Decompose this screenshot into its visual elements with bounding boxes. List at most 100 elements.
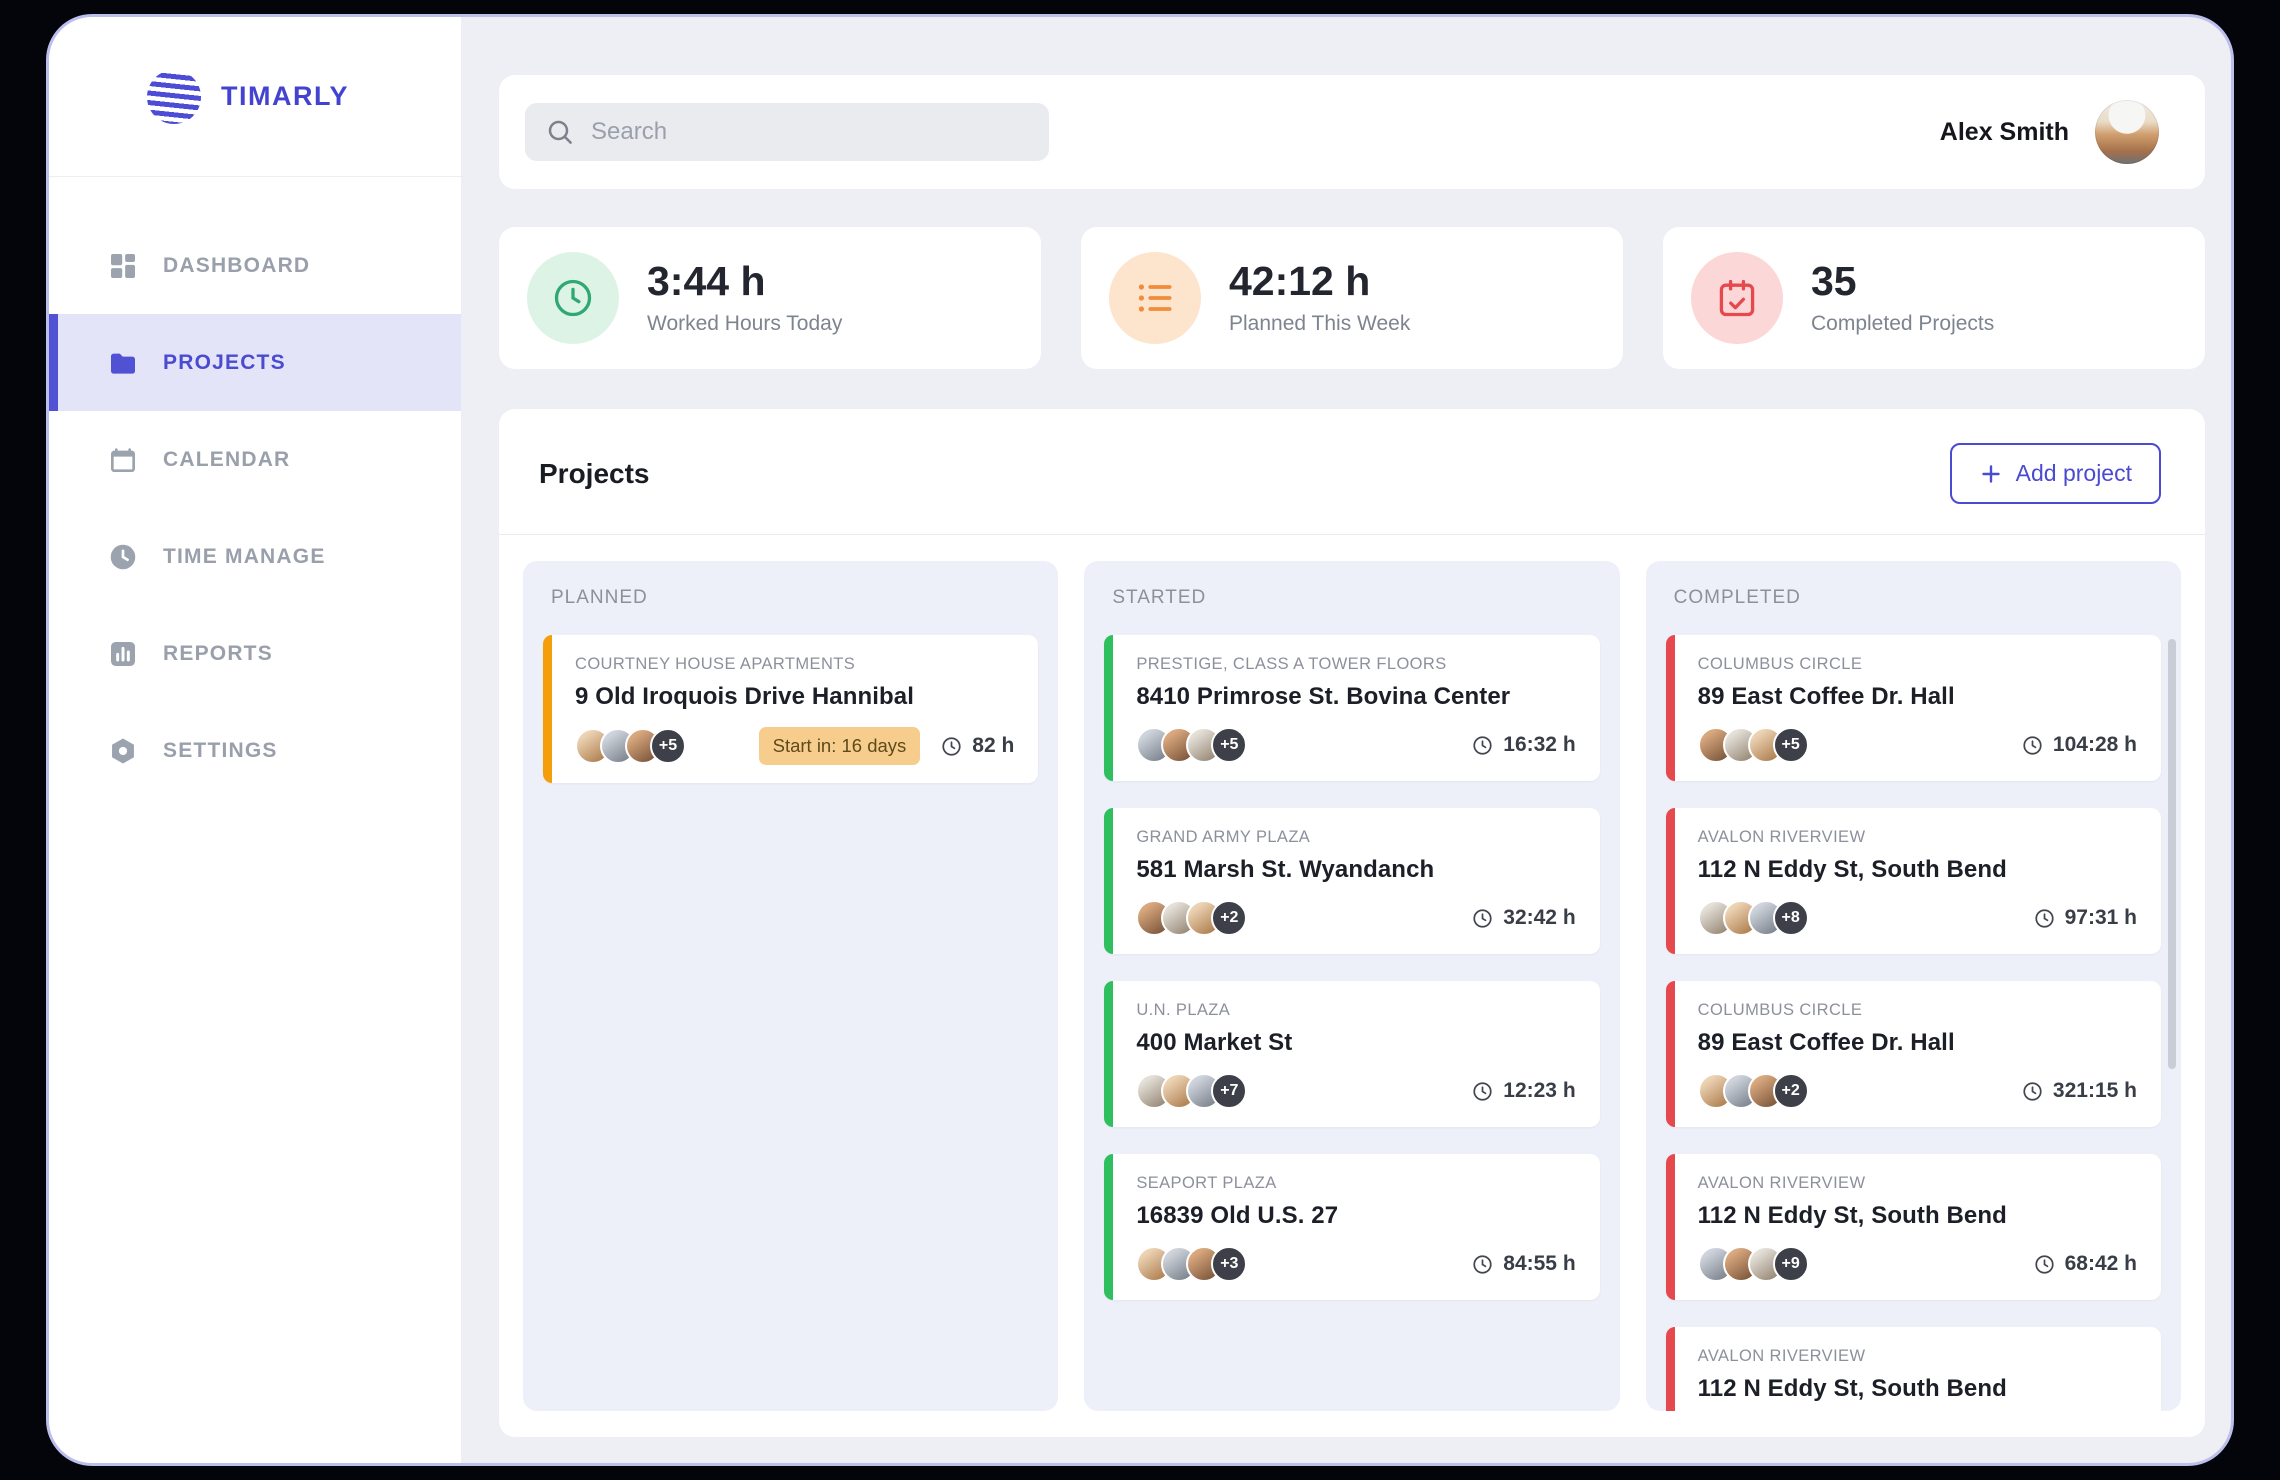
sidebar-item-dashboard[interactable]: DASHBOARD bbox=[49, 217, 461, 314]
user-avatar bbox=[2095, 100, 2159, 164]
stat-text: 42:12 h Planned This Week bbox=[1229, 260, 1410, 335]
project-name: COLUMBUS CIRCLE bbox=[1697, 1001, 1863, 1019]
settings-icon bbox=[107, 735, 139, 767]
hours-logged: 84:55 h bbox=[1471, 1252, 1576, 1276]
search-icon bbox=[548, 120, 572, 144]
project-card[interactable]: SEAPORT PLAZA 16839 Old U.S. 27 +3 84:55 h bbox=[1104, 1154, 1600, 1300]
user-menu[interactable]: Alex Smith bbox=[1940, 100, 2159, 164]
logo-text: TIMARLY bbox=[221, 81, 350, 111]
sidebar-item-settings[interactable]: SETTINGS bbox=[49, 702, 461, 799]
kanban-column-started: STARTED PRESTIGE, CLASS A TOWER FLOORS 841… bbox=[1084, 561, 1620, 1411]
add-project-button[interactable]: Add project bbox=[1949, 443, 2161, 504]
sidebar-item-label: DASHBOARD bbox=[163, 253, 311, 277]
avatar-stack: +8 bbox=[1697, 900, 1809, 936]
main-content: Alex Smith 3:44 h Worked Hours Today bbox=[461, 17, 2231, 1463]
hours-text: 104:28 h bbox=[2052, 733, 2137, 756]
user-name: Alex Smith bbox=[1939, 117, 2069, 146]
add-project-label: Add project bbox=[2015, 460, 2132, 486]
avatar-overflow-count: +5 bbox=[1211, 727, 1248, 763]
avatar-stack: +7 bbox=[1136, 1073, 1248, 1109]
project-card-footer: +8 97:31 h bbox=[1697, 900, 2137, 936]
avatar-stack: +3 bbox=[1136, 1246, 1248, 1282]
scrollbar-thumb[interactable] bbox=[2167, 639, 2176, 1069]
project-card-footer: +5 Start in: 16 days 82 h bbox=[575, 727, 1014, 765]
avatar-overflow-count: +9 bbox=[1772, 1246, 1809, 1282]
project-card[interactable]: U.N. PLAZA 400 Market St +7 12:23 h bbox=[1104, 981, 1600, 1127]
logo-icon bbox=[147, 69, 201, 124]
hours-text: 12:23 h bbox=[1503, 1079, 1576, 1102]
clock-icon bbox=[1473, 1254, 1492, 1274]
sidebar-item-label: TIME MANAGE bbox=[163, 544, 326, 568]
project-address: 112 N Eddy St, South Bend bbox=[1697, 856, 2007, 883]
hours-text: 16:32 h bbox=[1503, 733, 1576, 756]
project-card-footer: +5 104:28 h bbox=[1697, 727, 2137, 763]
avatar-overflow-count: +7 bbox=[1211, 1073, 1248, 1109]
logo[interactable]: TIMARLY bbox=[49, 17, 461, 177]
project-address: 9 Old Iroquois Drive Hannibal bbox=[575, 683, 914, 710]
list-icon bbox=[1109, 252, 1201, 344]
kanban-board: PLANNED COURTNEY HOUSE APARTMENTS 9 Old Ir… bbox=[499, 535, 2205, 1437]
project-name: GRAND ARMY PLAZA bbox=[1136, 828, 1311, 846]
stat-label: Worked Hours Today bbox=[647, 311, 843, 335]
project-address: 112 N Eddy St, South Bend bbox=[1697, 1375, 2007, 1402]
project-address: 400 Market St bbox=[1136, 1029, 1293, 1056]
project-card[interactable]: COLUMBUS CIRCLE 89 East Coffee Dr. Hall +5… bbox=[1665, 635, 2161, 781]
hours-text: 68:42 h bbox=[2064, 1252, 2137, 1275]
project-card[interactable]: AVALON RIVERVIEW 112 N Eddy St, South Ben… bbox=[1665, 808, 2161, 954]
clock-icon bbox=[1473, 1081, 1492, 1101]
sidebar-item-calendar[interactable]: CALENDAR bbox=[49, 411, 461, 508]
avatar-overflow-count: +2 bbox=[1772, 1073, 1809, 1109]
search-input[interactable] bbox=[591, 118, 1029, 146]
hours-logged: 321:15 h bbox=[2021, 1079, 2137, 1103]
project-address: 581 Marsh St. Wyandanch bbox=[1136, 856, 1435, 883]
stat-text: 3:44 h Worked Hours Today bbox=[647, 260, 842, 335]
project-card-footer: +5 16:32 h bbox=[1136, 727, 1576, 763]
project-address: 8410 Primrose St. Bovina Center bbox=[1136, 683, 1511, 710]
hours-logged: 97:31 h bbox=[2033, 906, 2137, 930]
project-card[interactable]: PRESTIGE, CLASS A TOWER FLOORS 8410 Primr… bbox=[1104, 635, 1600, 781]
sidebar-item-time-manage[interactable]: TIME MANAGE bbox=[49, 508, 461, 605]
hours-logged: 104:28 h bbox=[2021, 733, 2137, 757]
hours-text: 82 h bbox=[972, 734, 1015, 757]
sidebar-item-label: CALENDAR bbox=[163, 447, 291, 471]
project-card[interactable]: GRAND ARMY PLAZA 581 Marsh St. Wyandanch +… bbox=[1104, 808, 1600, 954]
avatar-overflow-count: +8 bbox=[1772, 900, 1809, 936]
avatar-overflow-count: +3 bbox=[1211, 1246, 1248, 1282]
project-card[interactable]: COLUMBUS CIRCLE 89 East Coffee Dr. Hall +2… bbox=[1665, 981, 2161, 1127]
project-card-footer: +2 321:15 h bbox=[1697, 1073, 2137, 1109]
calendar-icon bbox=[107, 444, 139, 476]
plus-icon bbox=[1981, 464, 2000, 483]
project-card[interactable]: COURTNEY HOUSE APARTMENTS 9 Old Iroquois … bbox=[543, 635, 1039, 783]
project-card[interactable]: AVALON RIVERVIEW 112 N Eddy St, South Ben… bbox=[1665, 1154, 2161, 1300]
calendar-check-icon bbox=[1691, 252, 1783, 344]
avatar-stack: +2 bbox=[1697, 1073, 1809, 1109]
hours-logged: 82 h bbox=[940, 734, 1014, 758]
stat-text: 35 Completed Projects bbox=[1811, 260, 1994, 335]
clock-icon bbox=[942, 736, 961, 756]
page-title: Projects bbox=[539, 457, 650, 489]
search-box bbox=[525, 103, 1049, 161]
sidebar-item-label: REPORTS bbox=[163, 641, 273, 665]
avatar-stack: +5 bbox=[1697, 727, 1809, 763]
stat-value: 35 bbox=[1811, 258, 1857, 305]
stats-row: 3:44 h Worked Hours Today 42:12 h Planne… bbox=[499, 227, 2205, 369]
project-address: 16839 Old U.S. 27 bbox=[1136, 1202, 1339, 1229]
project-name: COURTNEY HOUSE APARTMENTS bbox=[575, 655, 856, 673]
sidebar-item-label: SETTINGS bbox=[163, 738, 278, 762]
project-address: 89 East Coffee Dr. Hall bbox=[1697, 683, 1955, 710]
project-address: 89 East Coffee Dr. Hall bbox=[1697, 1029, 1955, 1056]
hours-logged: 68:42 h bbox=[2033, 1252, 2137, 1276]
clock-icon bbox=[527, 252, 619, 344]
sidebar-item-reports[interactable]: REPORTS bbox=[49, 605, 461, 702]
stat-label: Completed Projects bbox=[1811, 311, 1995, 335]
clock-icon bbox=[2023, 735, 2042, 755]
start-in-badge: Start in: 16 days bbox=[758, 727, 921, 765]
sidebar-item-projects[interactable]: PROJECTS bbox=[49, 314, 461, 411]
column-title: PLANNED bbox=[551, 587, 648, 608]
projects-panel-header: Projects Add project bbox=[499, 409, 2205, 535]
app-window: TIMARLY DASHBOARD PROJECTS CALENDAR bbox=[46, 14, 2234, 1466]
column-title: STARTED bbox=[1112, 587, 1207, 608]
clock-icon bbox=[1473, 735, 1492, 755]
project-card[interactable]: AVALON RIVERVIEW 112 N Eddy St, South Ben… bbox=[1665, 1327, 2161, 1411]
stat-card-worked-hours: 3:44 h Worked Hours Today bbox=[499, 227, 1041, 369]
